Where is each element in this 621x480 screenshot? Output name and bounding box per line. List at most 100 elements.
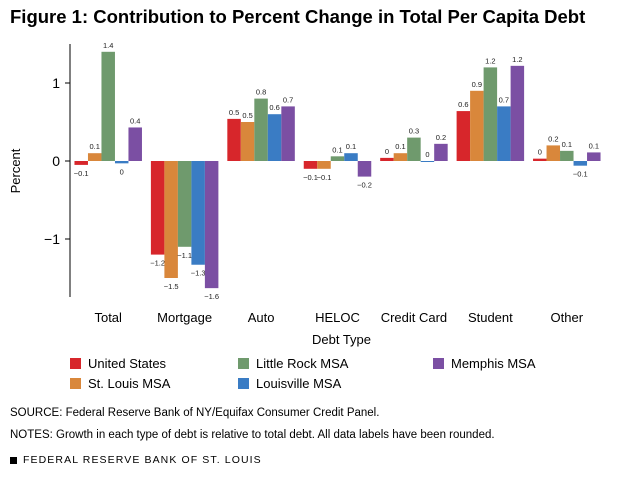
bar	[587, 152, 601, 161]
legend-swatch	[70, 378, 81, 389]
legend-label: Little Rock MSA	[256, 356, 349, 371]
bar	[573, 161, 588, 166]
chart-title: Figure 1: Contribution to Percent Change…	[10, 6, 586, 27]
bar	[456, 111, 471, 161]
legend-item-st-louis: St. Louis MSA	[70, 376, 170, 391]
y-tick-label: −1	[44, 231, 60, 247]
footer-text: FEDERAL RESERVE BANK OF ST. LOUIS	[23, 454, 262, 466]
legend-swatch	[238, 378, 249, 389]
x-tick-label: Total	[94, 310, 122, 325]
bar-data-label: −0.1	[317, 173, 332, 182]
bar-data-label: 0.1	[589, 141, 599, 150]
bar	[191, 161, 205, 265]
bar	[177, 161, 192, 247]
bar	[317, 161, 331, 169]
x-tick-label: Auto	[248, 310, 275, 325]
bar	[114, 161, 129, 164]
bar-data-label: 0.1	[89, 142, 99, 151]
bar-data-label: 0.4	[130, 116, 140, 125]
legend-label: United States	[88, 356, 167, 371]
bar-data-label: −1.3	[191, 269, 206, 278]
legend-swatch	[238, 358, 249, 369]
bar	[407, 137, 421, 161]
bar-data-label: −1.5	[164, 282, 179, 291]
bar-data-label: 0.7	[283, 95, 293, 104]
legend-label: Louisville MSA	[256, 376, 342, 391]
bar	[150, 161, 165, 255]
bar-data-label: −1.1	[177, 251, 192, 260]
square-icon	[10, 456, 17, 464]
bar	[227, 118, 241, 161]
bar-data-label: 1.2	[485, 56, 495, 65]
bar-data-label: 0	[425, 150, 429, 159]
y-tick-label: 0	[52, 153, 60, 169]
y-tick-label: 1	[52, 75, 60, 91]
bar-data-label: 0.1	[562, 140, 572, 149]
bar	[380, 157, 394, 161]
bar-data-label: 0.6	[458, 100, 468, 109]
x-tick-label: Other	[551, 310, 584, 325]
bar	[254, 98, 268, 161]
bar	[101, 51, 115, 161]
bar-data-label: 0.9	[472, 80, 482, 89]
bar	[560, 150, 574, 161]
bar-data-label: −0.1	[573, 170, 588, 179]
bar	[393, 153, 408, 161]
x-tick-label: Student	[468, 310, 513, 325]
bar	[470, 90, 484, 161]
bar-data-label: 0	[385, 147, 389, 156]
bar	[240, 122, 255, 161]
bar-data-label: 1.4	[103, 41, 113, 50]
bar	[87, 153, 102, 161]
bar-data-label: 0.1	[332, 145, 342, 154]
bar-data-label: 0.7	[499, 95, 509, 104]
y-axis-title: Percent	[8, 148, 23, 193]
bar-data-label: 0.8	[256, 88, 266, 97]
bar-data-label: 1.2	[512, 55, 522, 64]
legend-label: St. Louis MSA	[88, 376, 171, 391]
bar-data-label: −1.6	[204, 292, 219, 301]
bar	[497, 106, 511, 161]
bar-data-label: −0.1	[74, 169, 89, 178]
bar	[420, 161, 435, 162]
bar	[510, 65, 525, 161]
legend-label: Memphis MSA	[451, 356, 536, 371]
source-note: SOURCE: Federal Reserve Bank of NY/Equif…	[10, 407, 380, 419]
bar	[330, 156, 345, 161]
bar-data-label: 0.5	[229, 108, 239, 117]
bar-data-label: −0.1	[303, 173, 318, 182]
bar-data-label: −0.2	[357, 181, 372, 190]
x-tick-label: HELOC	[315, 310, 360, 325]
bar-data-label: 0.1	[346, 142, 356, 151]
bar	[303, 161, 318, 169]
bar-data-label: 0.6	[269, 103, 279, 112]
x-tick-label: Credit Card	[381, 310, 447, 325]
legend-item-united-states: United States	[70, 356, 166, 371]
bar-data-label: 0.1	[395, 142, 405, 151]
bar-data-label: 0	[120, 167, 124, 176]
chart-legend: United States St. Louis MSA Little Rock …	[0, 356, 621, 396]
bar	[74, 161, 88, 165]
bar-data-label: 0.2	[548, 134, 558, 143]
legend-item-louisville: Louisville MSA	[238, 376, 341, 391]
legend-item-memphis: Memphis MSA	[433, 356, 536, 371]
legend-item-little-rock: Little Rock MSA	[238, 356, 348, 371]
bar-chart: −1 0 1 Percent −0.1 0.1 1.4 0 0.4 Total −1.2 −1.5 −1…	[8, 41, 601, 347]
bar	[204, 161, 219, 289]
bar	[434, 143, 448, 161]
bar-data-label: 0.5	[242, 111, 252, 120]
legend-swatch	[433, 358, 444, 369]
bar	[533, 158, 547, 161]
bar	[267, 114, 282, 161]
bar-data-label: 0.2	[436, 133, 446, 142]
bar	[357, 161, 372, 177]
bar	[344, 153, 358, 161]
notes-text: NOTES: Growth in each type of debt is re…	[10, 429, 495, 441]
x-tick-label: Mortgage	[157, 310, 212, 325]
x-axis-title: Debt Type	[312, 332, 371, 347]
footer: FEDERAL RESERVE BANK OF ST. LOUIS	[10, 454, 262, 466]
bar	[128, 127, 142, 161]
legend-swatch	[70, 358, 81, 369]
bar	[483, 67, 498, 161]
bar-data-label: 0.3	[409, 127, 419, 136]
